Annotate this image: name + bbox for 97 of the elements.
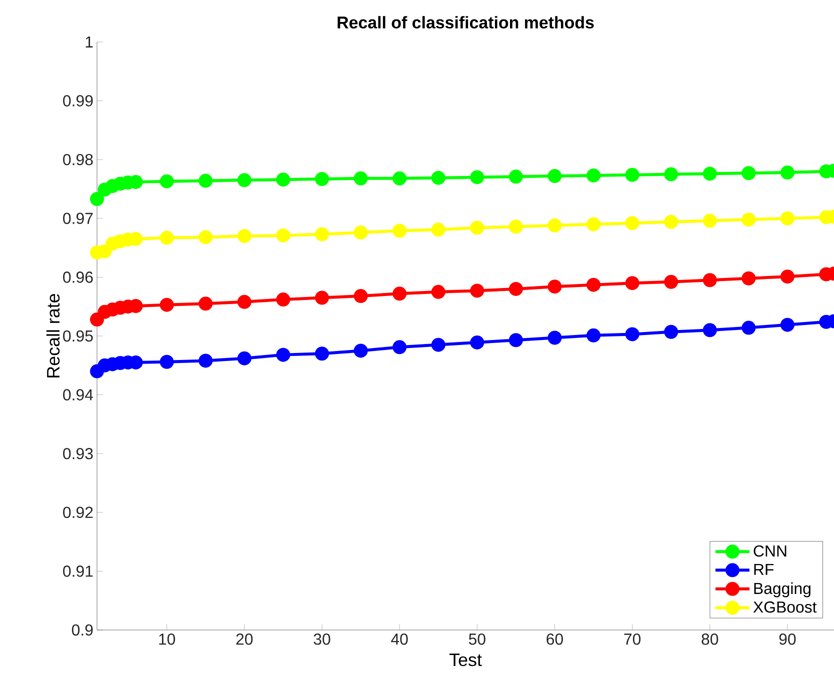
x-tick-label: 40 [391,634,408,645]
point [664,167,678,182]
point [702,214,717,228]
point [702,323,717,338]
point [664,274,678,289]
x-tick-label: 50 [468,634,486,645]
x-tick-label: 80 [702,634,718,645]
point [431,222,446,237]
point [431,284,446,299]
point [742,320,756,335]
point [548,218,562,232]
x-tick-label: 70 [624,634,641,645]
point [625,216,640,230]
x-tick-label: 10 [159,634,176,645]
point [548,330,562,345]
point [314,227,329,242]
point [392,224,407,238]
y-axis-title: Recall rate [46,294,60,378]
point [780,318,794,332]
point [586,278,601,292]
point [160,174,174,188]
point [508,170,523,184]
y-tick-label: 0.91 [63,566,93,577]
y-tick-label: 0.93 [63,448,93,460]
point [780,166,794,180]
point [160,354,174,369]
x-tick-label: 20 [236,634,253,645]
x-tick-label: 30 [314,634,330,645]
legend-label: RF [754,564,774,575]
y-tick-label: 0.94 [63,389,94,400]
point [90,312,104,327]
point [276,292,290,307]
point [237,294,252,309]
point [354,344,368,358]
y-tick-label: 0.92 [63,506,93,518]
point [742,166,756,180]
y-tick-label: 1 [86,36,93,48]
point [314,290,329,305]
point [90,192,104,206]
point [742,212,756,227]
point [198,174,213,188]
point [586,217,601,232]
y-tick-label: 0.97 [63,212,93,224]
point [742,271,756,286]
y-tick-label: 0.99 [63,95,93,106]
point [354,171,368,186]
point [508,333,523,348]
point [625,168,640,182]
point [780,270,794,284]
point [392,171,407,186]
point [431,338,446,352]
point [508,282,523,296]
point [276,348,290,362]
point [586,168,601,182]
point [276,172,290,187]
point [431,170,446,185]
point [237,229,252,244]
point [354,289,368,304]
x-axis-title: Test [449,654,482,666]
point [237,173,252,188]
y-tick-label: 0.95 [63,330,93,342]
legend-label: XGBoost [753,601,817,613]
point [314,346,329,361]
point [470,220,484,235]
legend-label: CNN [754,545,786,557]
chart-title: Recall of classification methods [338,16,594,29]
point [198,354,213,368]
point [664,214,678,229]
point [198,296,213,311]
point [392,340,407,354]
y-tick-label: 0.96 [63,272,93,283]
point [702,166,717,181]
y-tick-label: 0.98 [63,154,93,166]
point [354,226,368,240]
point [198,230,213,244]
point [702,273,717,288]
point [548,280,562,294]
point [780,211,794,226]
point [470,284,484,298]
point [625,327,640,342]
point [586,328,601,342]
point [314,172,329,186]
point [548,169,562,184]
point [392,286,407,301]
point [160,298,174,312]
point [470,170,484,184]
x-tick-label: 60 [546,634,563,645]
y-tick-label: 0.9 [72,624,93,636]
point [664,324,678,339]
legend-label: Bagging [754,582,810,598]
point [160,230,174,245]
point [508,220,523,234]
point [470,335,484,350]
x-tick-label: 90 [779,634,796,645]
point [625,276,640,290]
point [276,228,290,242]
point [237,351,252,366]
